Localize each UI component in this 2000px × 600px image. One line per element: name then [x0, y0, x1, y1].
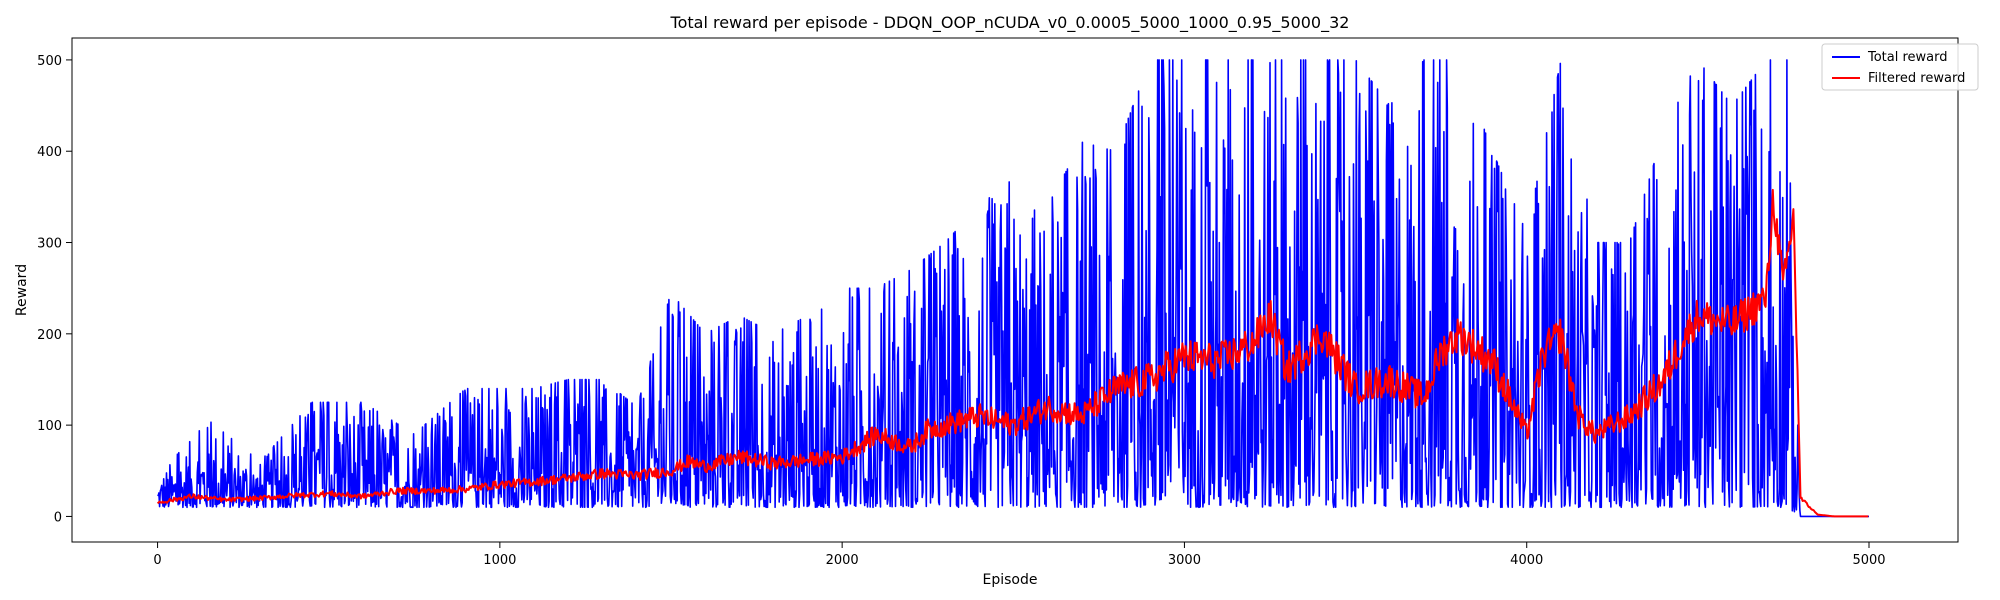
x-tick-label: 0 — [153, 553, 161, 568]
plot-area — [71, 37, 1959, 543]
legend-label-total-reward: Total reward — [1867, 50, 1948, 65]
legend-box — [1821, 43, 1979, 91]
y-tick-label: 300 — [37, 237, 62, 252]
series-layer — [156, 59, 1870, 518]
x-tick-label: 5000 — [1852, 553, 1885, 568]
y-axis: 0 100 200 300 400 500 — [37, 54, 72, 525]
y-tick-label: 200 — [37, 328, 62, 343]
x-tick-label: 2000 — [826, 553, 859, 568]
y-tick-label: 0 — [54, 510, 62, 525]
x-tick-label: 3000 — [1168, 553, 1201, 568]
legend: Total reward Filtered reward — [1821, 43, 1979, 91]
x-axis-label: Episode — [983, 572, 1038, 588]
chart-title: Total reward per episode - DDQN_OOP_nCUD… — [670, 13, 1350, 33]
y-axis-label: Reward — [14, 264, 30, 316]
total-reward-line — [157, 59, 1870, 518]
x-axis: 0 1000 2000 3000 4000 5000 — [153, 542, 1886, 568]
filtered-reward-line — [156, 188, 1869, 518]
x-tick-label: 4000 — [1510, 553, 1543, 568]
y-tick-label: 100 — [37, 419, 62, 434]
plot-border — [71, 37, 1959, 543]
y-tick-label: 400 — [37, 145, 62, 160]
y-tick-label: 500 — [37, 54, 62, 69]
legend-label-filtered-reward: Filtered reward — [1868, 71, 1965, 86]
x-tick-label: 1000 — [483, 553, 516, 568]
